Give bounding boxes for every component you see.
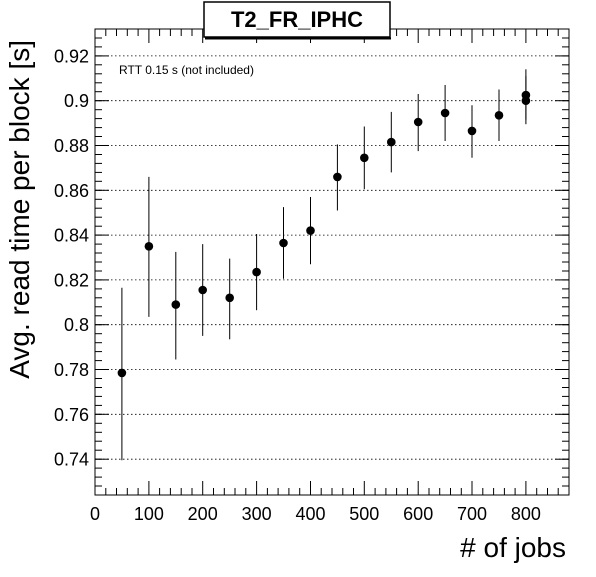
y-tick-label: 0.76 — [54, 405, 89, 425]
x-tick-label: 0 — [90, 504, 100, 524]
data-point — [171, 300, 181, 309]
data-point — [117, 368, 127, 378]
y-tick-label: 0.88 — [54, 136, 89, 156]
data-layer — [117, 69, 531, 461]
y-axis-title: Avg. read time per block [s] — [4, 40, 35, 379]
y-tick-label: 0.78 — [54, 360, 89, 380]
chart-title: T2_FR_IPHC — [231, 7, 363, 32]
y-tick-label: 0.74 — [54, 450, 89, 470]
data-point — [494, 111, 504, 120]
data-point — [440, 108, 450, 118]
data-point — [360, 153, 369, 163]
data-point — [521, 96, 531, 105]
grid-layer — [95, 55, 569, 460]
x-tick-label: 800 — [511, 504, 541, 524]
data-point — [467, 126, 477, 136]
data-point — [333, 172, 342, 182]
y-tick-label: 0.92 — [54, 46, 89, 66]
data-point — [306, 226, 315, 235]
x-tick-label: 300 — [242, 504, 272, 524]
tick-label-layer: 0.74 0.76 0.78 0.8 0.82 0.84 0.86 0.88 0.9 0.92 0 1… — [54, 46, 541, 524]
x-tick-label: 200 — [188, 504, 218, 524]
x-tick-label: 100 — [134, 504, 164, 524]
data-point — [252, 267, 261, 277]
y-tick-label: 0.82 — [54, 270, 89, 290]
data-point — [413, 117, 423, 127]
data-point — [279, 238, 288, 248]
title-box — [203, 1, 391, 38]
x-tick-label: 500 — [349, 504, 379, 524]
data-point — [144, 242, 154, 251]
data-point — [198, 285, 207, 295]
x-tick-label: 400 — [295, 504, 325, 524]
plot-frame — [94, 28, 570, 496]
y-tick-label: 0.8 — [64, 315, 89, 335]
y-tick-label: 0.86 — [54, 181, 89, 201]
annotation-text: RTT 0.15 s (not included) — [119, 63, 254, 77]
data-point — [225, 293, 234, 303]
x-tick-label: 600 — [403, 504, 433, 524]
y-tick-label: 0.9 — [64, 91, 89, 111]
y-tick-label: 0.84 — [54, 226, 89, 246]
x-axis-title: # of jobs — [460, 532, 566, 563]
x-tick-label: 700 — [457, 504, 487, 524]
data-point — [387, 137, 396, 147]
